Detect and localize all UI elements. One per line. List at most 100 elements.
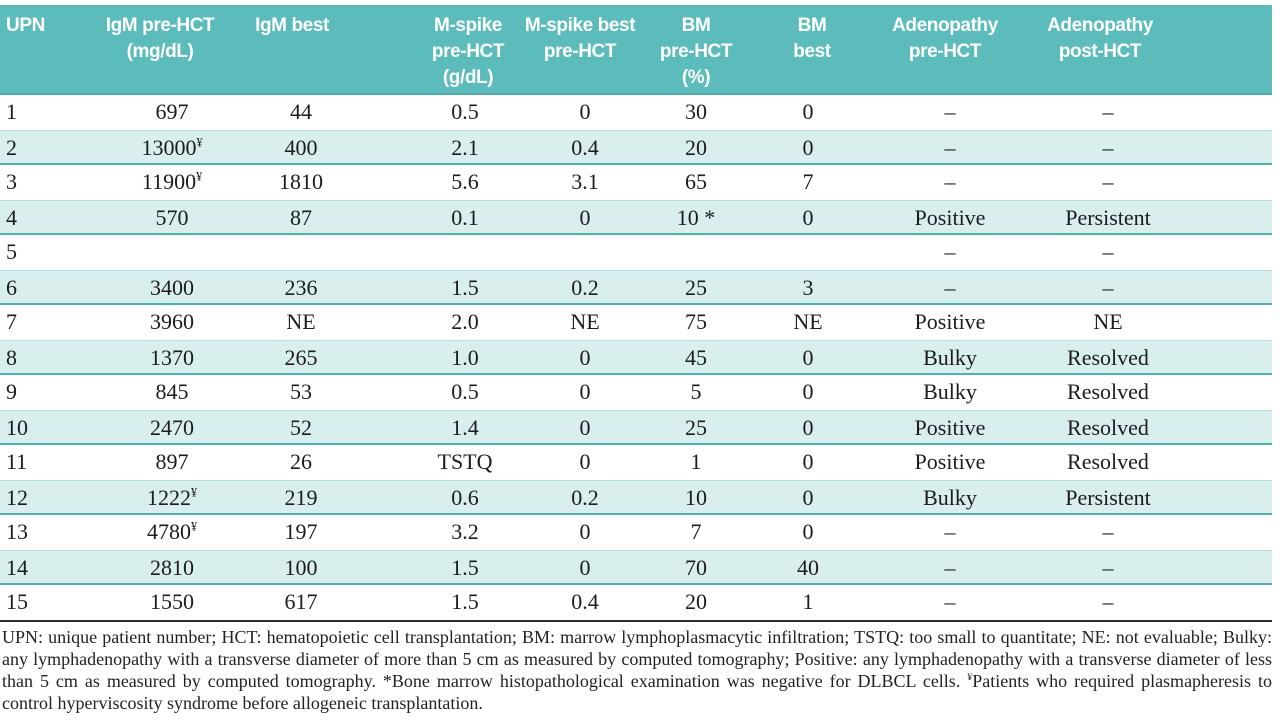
table-row-upn-7: 7 3960 NE 2.0 NE 75 NE Positive NE	[0, 305, 1272, 340]
mspike-best-pre-hct-cell: 0	[579, 379, 591, 404]
table-row-upn-11: 11 897 26 TSTQ 0 1 0 Positive Resolved	[0, 445, 1272, 480]
table-row-upn-6: 6 3400 236 1.5 0.2 25 3 – –	[0, 270, 1272, 305]
adenopathy-pre-hct-cell: –	[944, 135, 956, 160]
adenopathy-post-hct-cell: Resolved	[1067, 449, 1149, 474]
column-header-igm-pre-hct: IgM pre-HCT (mg/dL)	[105, 15, 215, 62]
adenopathy-pre-hct-cell: –	[944, 275, 956, 300]
upn-cell: 7	[6, 309, 17, 334]
mspike-best-pre-hct-cell: 0.4	[571, 135, 599, 160]
upn-cell: 11	[6, 449, 28, 474]
igm-pre-hct-cell: 1550	[150, 589, 194, 614]
mspike-pre-hct-cell: 0.5	[451, 99, 479, 124]
table-row-upn-14: 14 2810 100 1.5 0 70 40 – –	[0, 550, 1272, 585]
adenopathy-pre-hct-cell: Bulky	[923, 379, 977, 404]
bm-best-cell: NE	[793, 309, 823, 334]
igm-pre-hct-cell: 1370	[150, 345, 194, 370]
table-row-upn-1: 1 697 44 0.5 0 30 0 – –	[0, 95, 1272, 130]
upn-cell: 3	[6, 169, 17, 194]
mspike-best-pre-hct-cell: 0	[579, 205, 591, 230]
mspike-best-pre-hct-cell: 0.2	[571, 275, 599, 300]
upn-cell: 12	[6, 485, 28, 510]
column-header-adenopathy-post-hct: Adenopathy post-HCT	[1047, 15, 1153, 62]
bm-best-cell: 40	[797, 555, 819, 580]
adenopathy-post-hct-cell: –	[1102, 555, 1114, 580]
bm-pre-hct-cell: 20	[685, 589, 707, 614]
bm-pre-hct-cell: 70	[685, 555, 707, 580]
mspike-best-pre-hct-cell: 0	[579, 345, 591, 370]
column-header-upn: UPN	[6, 15, 45, 36]
adenopathy-post-hct-cell: –	[1102, 135, 1114, 160]
mspike-pre-hct-cell: 3.2	[451, 519, 479, 544]
mspike-pre-hct-cell: 1.0	[451, 345, 479, 370]
igm-pre-hct-cell: 2470	[150, 415, 194, 440]
upn-cell: 9	[6, 379, 17, 404]
igm-pre-hct-cell: 1222¥	[146, 485, 198, 510]
mspike-best-pre-hct-cell: 0	[579, 99, 591, 124]
igm-pre-hct-cell: 11900¥	[141, 169, 203, 194]
upn-cell: 14	[6, 555, 28, 580]
igm-pre-hct-cell: 3400	[150, 275, 194, 300]
bm-pre-hct-cell: 65	[685, 169, 707, 194]
column-header-adenopathy-pre-hct: Adenopathy pre-HCT	[892, 15, 998, 62]
upn-cell: 1	[6, 99, 17, 124]
mspike-best-pre-hct-cell: 0	[579, 449, 591, 474]
table-row-upn-10: 10 2470 52 1.4 0 25 0 Positive Resolved	[0, 410, 1272, 445]
igm-best-cell: 400	[284, 135, 318, 160]
plasmapheresis-marker-icon: ¥	[967, 672, 973, 683]
igm-pre-hct-cell: 845	[155, 379, 189, 404]
igm-best-cell: 236	[284, 275, 318, 300]
igm-best-cell: 197	[284, 519, 318, 544]
plasmapheresis-marker-icon: ¥	[190, 519, 198, 534]
table-body: 1 697 44 0.5 0 30 0– –2 13000¥ 400 2.1 0.4 20 0– –3 119…	[0, 95, 1272, 620]
table-row-upn-3: 3 11900¥ 1810 5.6 3.1 65 7 – –	[0, 165, 1272, 200]
bm-best-cell: 0	[802, 485, 814, 510]
bm-pre-hct-cell: 25	[685, 275, 707, 300]
mspike-best-pre-hct-cell: 0.4	[571, 589, 599, 614]
adenopathy-pre-hct-cell: Positive	[914, 449, 986, 474]
igm-best-cell: 100	[284, 555, 318, 580]
table-row-upn-12: 12 1222¥ 219 0.6 0.2 10 0 Bulky Persistent	[0, 480, 1272, 515]
mspike-pre-hct-cell: 1.5	[451, 589, 479, 614]
upn-cell: 13	[6, 519, 28, 544]
adenopathy-pre-hct-cell: –	[944, 239, 956, 264]
plasmapheresis-marker-icon: ¥	[196, 135, 203, 150]
mspike-pre-hct-cell: TSTQ	[437, 449, 493, 474]
mspike-pre-hct-cell: 0.1	[451, 205, 479, 230]
adenopathy-pre-hct-cell: –	[944, 555, 956, 580]
igm-best-cell: 44	[290, 99, 312, 124]
igm-pre-hct-cell: 2810	[150, 555, 194, 580]
adenopathy-pre-hct-cell: Bulky	[923, 485, 977, 510]
adenopathy-post-hct-cell: NE	[1093, 309, 1123, 334]
bm-pre-hct-cell: 75	[685, 309, 707, 334]
igm-pre-hct-cell: 570	[155, 205, 189, 230]
mspike-best-pre-hct-cell: 0	[579, 519, 591, 544]
mspike-pre-hct-cell: 5.6	[451, 169, 479, 194]
bm-best-cell: 1	[802, 589, 814, 614]
bm-pre-hct-cell: 25	[685, 415, 707, 440]
adenopathy-post-hct-cell: Resolved	[1067, 345, 1149, 370]
column-header-mspike-best-pre-hct: M-spike best pre-HCT	[524, 15, 636, 62]
adenopathy-post-hct-cell: Resolved	[1067, 415, 1149, 440]
adenopathy-pre-hct-cell: –	[944, 519, 956, 544]
bm-best-cell: 3	[802, 275, 814, 300]
adenopathy-pre-hct-cell: Bulky	[923, 345, 977, 370]
igm-pre-hct-cell: 3960	[150, 309, 194, 334]
adenopathy-pre-hct-cell: –	[944, 589, 956, 614]
adenopathy-pre-hct-cell: –	[944, 99, 956, 124]
bm-pre-hct-cell: 1	[690, 449, 702, 474]
upn-cell: 8	[6, 345, 17, 370]
bm-pre-hct-cell: 30	[685, 99, 707, 124]
igm-best-cell: 219	[284, 485, 318, 510]
column-header-mspike-pre-hct: M-spike pre-HCT (g/dL)	[431, 15, 505, 88]
plasmapheresis-marker-icon: ¥	[196, 169, 203, 184]
adenopathy-post-hct-cell: Resolved	[1067, 379, 1149, 404]
bm-best-cell: 7	[802, 169, 814, 194]
adenopathy-post-hct-cell: Persistent	[1065, 485, 1151, 510]
adenopathy-pre-hct-cell: –	[944, 169, 956, 194]
adenopathy-post-hct-cell: –	[1102, 239, 1114, 264]
table-row-upn-13: 13 4780¥ 197 3.2 0 7 0 – –	[0, 515, 1272, 550]
bm-best-cell: 0	[802, 379, 814, 404]
igm-pre-hct-cell: 697	[155, 99, 189, 124]
adenopathy-post-hct-cell: –	[1102, 519, 1114, 544]
upn-cell: 5	[6, 239, 17, 264]
